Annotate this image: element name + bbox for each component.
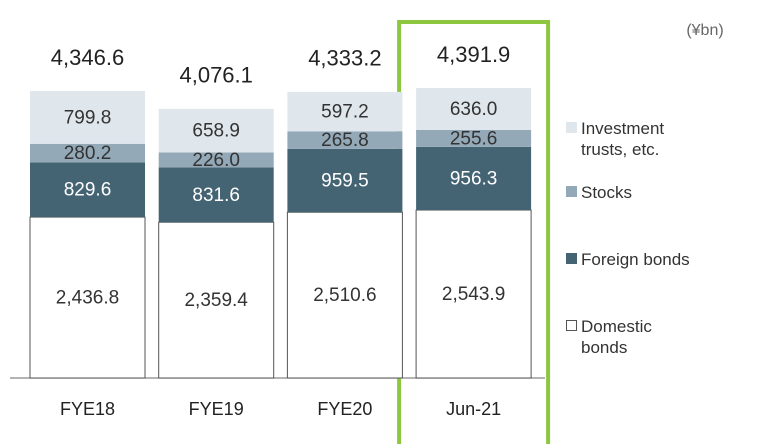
legend-swatch	[566, 186, 577, 197]
bar-segment	[158, 108, 274, 153]
unit-label: (¥bn)	[686, 22, 723, 39]
value-label: 2,543.9	[442, 284, 505, 305]
legend-item: Investment trusts, etc.	[566, 118, 736, 160]
legend-label: Domestic bonds	[581, 317, 652, 357]
legend-swatch	[566, 320, 577, 331]
total-label: 4,076.1	[179, 63, 252, 88]
total-label: 4,333.2	[308, 46, 381, 71]
bar-segment	[286, 211, 403, 379]
legend-label: Stocks	[581, 183, 633, 202]
value-label: 636.0	[450, 99, 498, 120]
value-label: 829.6	[64, 180, 112, 201]
bar-segment	[30, 143, 145, 163]
value-label: 597.2	[321, 102, 369, 123]
value-label: 831.6	[192, 185, 240, 206]
bar-segment	[158, 167, 274, 223]
total-label: 4,346.6	[51, 45, 124, 70]
x-tick-label: FYE20	[317, 399, 372, 419]
legend-swatch	[566, 253, 577, 264]
value-label: 280.2	[64, 143, 112, 164]
bar-segment	[158, 152, 274, 168]
bar-segment	[287, 131, 403, 149]
value-label: 265.8	[321, 130, 369, 151]
bar-segment	[416, 130, 532, 147]
legend-label: Foreign bonds	[581, 250, 690, 269]
x-tick-label: FYE19	[189, 399, 244, 419]
bar-segment	[30, 91, 145, 144]
legend-label: Investment trusts, etc.	[581, 119, 665, 159]
legend-item: Stocks	[566, 182, 736, 203]
value-label: 2,359.4	[184, 290, 248, 311]
value-label: 959.5	[321, 171, 369, 192]
value-label: 2,436.8	[56, 288, 119, 309]
legend-item: Foreign bonds	[566, 249, 736, 270]
x-tick-label: FYE18	[60, 399, 115, 419]
bar-segment	[415, 209, 532, 379]
bar-segment	[287, 91, 403, 132]
bar-segment	[416, 88, 532, 131]
value-label: 658.9	[192, 121, 240, 142]
total-label: 4,391.9	[437, 42, 510, 67]
value-label: 2,510.6	[313, 285, 376, 306]
bar-segment	[158, 221, 275, 379]
value-label: 255.6	[450, 128, 498, 149]
bar-segment	[416, 146, 532, 211]
value-label: 799.8	[64, 107, 112, 128]
bar-segment	[287, 148, 403, 213]
legend-swatch	[566, 122, 577, 133]
bar-segment	[29, 216, 146, 379]
value-label: 226.0	[192, 150, 240, 171]
bar-segment	[30, 162, 145, 218]
x-tick-label: Jun-21	[446, 399, 501, 419]
value-label: 956.3	[450, 168, 498, 189]
legend-item: Domestic bonds	[566, 316, 736, 358]
